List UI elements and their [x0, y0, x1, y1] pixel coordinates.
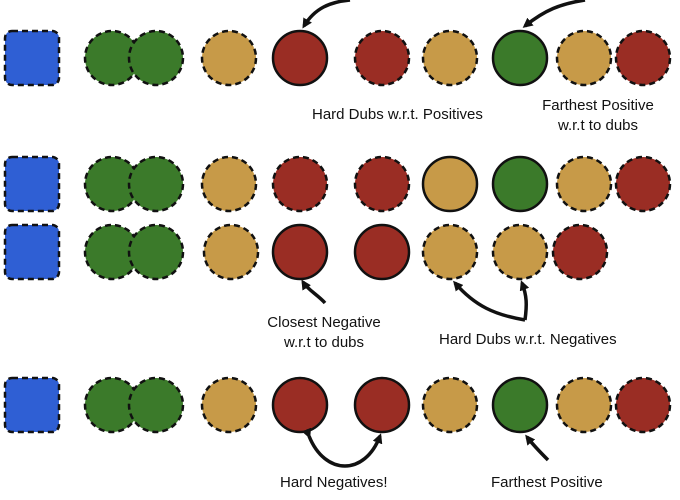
farthest-positive-dubs-line-1: Farthest Positive: [542, 97, 654, 114]
hard-dubs-negatives-label: Hard Dubs w.r.t. Negatives: [439, 331, 617, 348]
rows-layer: [3, 29, 672, 434]
positive-circle: [127, 376, 185, 434]
anchor-square: [3, 29, 61, 87]
arrow-to-hard-dub-row3-a: [453, 280, 526, 322]
negative-circle: [353, 376, 411, 434]
dub-circle: [491, 223, 549, 281]
negative-circle: [614, 155, 672, 213]
dub-circle: [200, 155, 258, 213]
dub-circle: [200, 376, 258, 434]
negative-circle: [614, 29, 672, 87]
farthest-positive-label: Farthest Positive: [491, 474, 603, 491]
dub-circle: [555, 155, 613, 213]
dub-circle: [421, 29, 479, 87]
negative-circle: [271, 29, 329, 87]
arrow-to-closest-negative-row1: [302, 0, 351, 29]
arrow-to-farthest-positive-row1: [522, 0, 586, 28]
positive-circle: [127, 223, 185, 281]
negative-circle: [353, 29, 411, 87]
arrow-to-farthest-positive-row4: [525, 434, 550, 462]
embedding-row-1: [3, 29, 672, 87]
negative-circle: [271, 376, 329, 434]
embedding-row-2: [3, 155, 672, 213]
anchor-square: [3, 376, 61, 434]
positive-circle: [127, 155, 185, 213]
negative-circle: [353, 155, 411, 213]
positive-circle: [491, 29, 549, 87]
hard-negatives-label: Hard Negatives!: [280, 474, 388, 491]
arrow-to-hard-dub-row3-b: [519, 280, 530, 321]
dub-circle: [555, 376, 613, 434]
negative-circle: [614, 376, 672, 434]
positive-circle: [491, 376, 549, 434]
dub-circle: [421, 223, 479, 281]
closest-negative-label: Closest Negative w.r.t to dubs: [252, 313, 396, 353]
negative-circle: [353, 223, 411, 281]
positive-circle: [491, 155, 549, 213]
dub-circle: [200, 29, 258, 87]
hard-dubs-positives-label: Hard Dubs w.r.t. Positives: [312, 106, 483, 123]
anchor-square: [3, 223, 61, 281]
negative-circle: [271, 155, 329, 213]
dub-circle: [555, 29, 613, 87]
farthest-positive-dubs-line-2: w.r.t to dubs: [557, 117, 639, 134]
positive-circle: [127, 29, 185, 87]
arrow-hard-negatives-curve: [301, 427, 383, 468]
anchor-square: [3, 155, 61, 213]
embedding-row-4: [3, 376, 672, 434]
arrow-to-closest-negative-row3: [301, 279, 327, 305]
negative-circle: [551, 223, 609, 281]
arrows-layer: [301, 0, 586, 468]
dub-circle: [421, 155, 479, 213]
farthest-positive-dubs-label: Farthest Positive w.r.t to dubs: [532, 96, 664, 136]
dub-circle: [202, 223, 260, 281]
closest-negative-line-2: w.r.t to dubs: [283, 334, 365, 351]
negative-circle: [271, 223, 329, 281]
closest-negative-line-1: Closest Negative: [267, 314, 381, 331]
dub-circle: [421, 376, 479, 434]
embedding-row-3: [3, 223, 609, 281]
